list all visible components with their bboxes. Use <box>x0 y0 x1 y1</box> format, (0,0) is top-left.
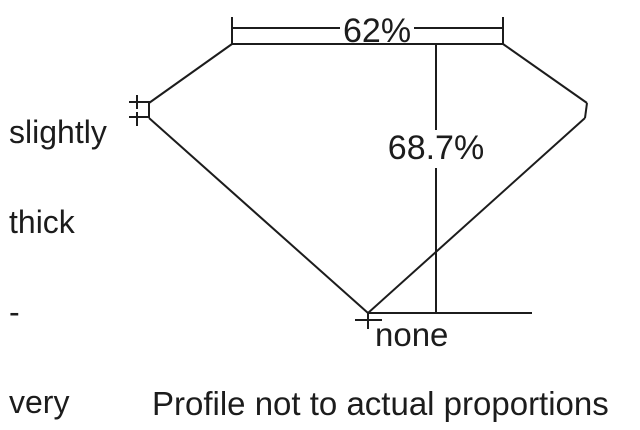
girdle-label-line-2: thick <box>9 204 75 240</box>
depth-label: 68.7% <box>387 129 485 167</box>
table-width-label: 62% <box>343 12 412 50</box>
girdle-label: slightly thick - very thick (polished) <box>9 57 150 430</box>
girdle-label-line-3: - <box>9 294 20 330</box>
culet-label: none <box>375 316 449 353</box>
girdle-label-line-1: slightly <box>9 114 107 150</box>
crown-facet-right <box>502 43 588 104</box>
caption: Profile not to actual proportions <box>152 385 609 422</box>
girdle-label-line-4: very <box>9 384 70 420</box>
girdle-right-edge <box>584 102 588 119</box>
pavilion-facet-right <box>367 117 586 314</box>
crown-facet-left <box>148 43 233 104</box>
pavilion-facet-left <box>148 117 369 314</box>
